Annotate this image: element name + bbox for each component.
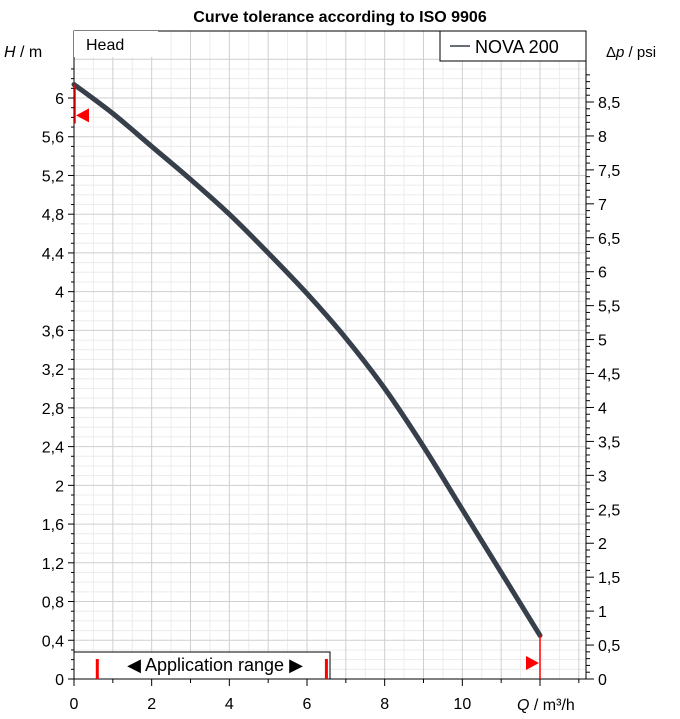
- y2-tick-label: 7: [598, 197, 607, 214]
- y2-tick-label: 0,5: [598, 638, 620, 655]
- y-tick-label: 4: [55, 285, 64, 302]
- panel-label-box: [74, 31, 158, 57]
- y-tick-label: 1,6: [42, 517, 64, 534]
- y2-tick-label: 5,5: [598, 299, 620, 316]
- left-arrow-icon: ◀: [127, 655, 145, 675]
- y2-tick-label: 3: [598, 468, 607, 485]
- y2-tick-label: 0: [598, 672, 607, 689]
- y-tick-label: 4,4: [42, 246, 64, 263]
- legend: NOVA 200: [439, 30, 587, 62]
- y-tick-label: 4,8: [42, 207, 64, 224]
- y-tick-label: 2,4: [42, 440, 64, 457]
- y-tick-label: 2: [55, 478, 64, 495]
- y2-tick-label: 6: [598, 265, 607, 282]
- x-tick-label: 8: [380, 696, 389, 713]
- y2-tick-label: 1,5: [598, 570, 620, 587]
- series-line: [71, 81, 543, 638]
- y2-tick-label: 2: [598, 536, 607, 553]
- y2-tick-label: 1: [598, 604, 607, 621]
- y-tick-label: 0,4: [42, 633, 64, 650]
- x-tick-label: 4: [225, 696, 234, 713]
- application-range-text: Application range: [145, 655, 284, 675]
- y2-tick-label: 5: [598, 333, 607, 350]
- x-tick-label: 2: [147, 696, 156, 713]
- head-tolerance-marker: [76, 108, 89, 123]
- y-tick-label: 3,2: [42, 362, 64, 379]
- y2-axis-label: Δp / psi: [606, 44, 656, 61]
- x-axis-label: Q / m³/h: [517, 697, 575, 714]
- y-tick-label: 0,8: [42, 595, 64, 612]
- x-tick-label: 10: [453, 696, 471, 713]
- y2-tick-label: 8: [598, 129, 607, 146]
- y-axis-ticks: 0 0,4 0,8 1,2 1,6 2 2,4 2,8 3,2 3,6 4 4,4 4,8 5,2 5,6 6: [42, 68, 74, 689]
- y2-tick-label: 7,5: [598, 163, 620, 180]
- y-tick-label: 1,2: [42, 556, 64, 573]
- y-tick-label: 5,6: [42, 130, 64, 147]
- y2-axis-ticks: 0 0,5 1 1,5 2 2,5 3 3,5 4 4,5 5 5,5 6 6,5 7 7,5 8 8,5: [586, 74, 620, 689]
- application-range-marks: [95, 659, 328, 679]
- series-layer: [71, 81, 543, 638]
- x-axis-ticks: 0 2 4 6 8 10: [70, 679, 580, 713]
- y2-tick-label: 4: [598, 400, 607, 417]
- legend-label: NOVA 200: [475, 37, 559, 57]
- x-tick-label: 6: [303, 696, 312, 713]
- flow-tolerance-marker: [526, 656, 539, 670]
- right-arrow-icon: ▶: [284, 655, 303, 675]
- chart-title: Curve tolerance according to ISO 9906: [193, 9, 487, 26]
- tolerance-markers: [74, 84, 541, 679]
- application-range-label: ◀ Application range ▶: [127, 655, 303, 675]
- panel-label: Head: [86, 37, 124, 54]
- y-tick-label: 5,2: [42, 168, 64, 185]
- y-tick-label: 0: [55, 672, 64, 689]
- y-axis-label: H / m: [4, 44, 42, 61]
- y-tick-label: 3,6: [42, 323, 64, 340]
- y2-tick-label: 6,5: [598, 231, 620, 248]
- y2-tick-label: 3,5: [598, 434, 620, 451]
- y2-tick-label: 8,5: [598, 95, 620, 112]
- x-tick-label: 0: [70, 696, 79, 713]
- application-range-box: [73, 651, 331, 680]
- y2-tick-label: 2,5: [598, 502, 620, 519]
- y-tick-label: 2,8: [42, 401, 64, 418]
- application-range: ◀ Application range ▶: [73, 651, 331, 680]
- y2-tick-label: 4,5: [598, 367, 620, 384]
- y-tick-label: 6: [55, 91, 64, 108]
